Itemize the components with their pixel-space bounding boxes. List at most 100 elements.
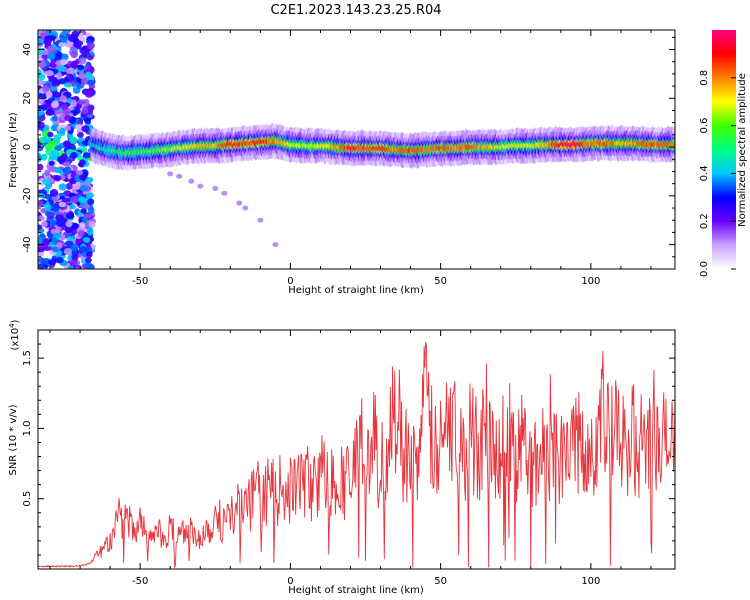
snr-panel: -50 0 50 100 0.5 1.0 1.5 Height of straight l… [8, 319, 676, 596]
snr-marks [38, 342, 675, 568]
noise-blob [85, 251, 93, 258]
snr-series-line [38, 342, 675, 568]
noise-blob [55, 214, 64, 222]
streak-mark [236, 200, 243, 206]
colorbar-tick-label: 0.4 [699, 165, 710, 181]
noise-blob [47, 140, 57, 149]
noise-blob [63, 141, 71, 148]
noise-blob [86, 226, 94, 233]
noise-blob [75, 43, 82, 50]
noise-blob [45, 37, 52, 46]
noise-blob [81, 125, 90, 133]
x-tick-label: 0 [287, 276, 293, 287]
noise-blob [50, 101, 59, 109]
noise-blob [64, 240, 74, 247]
noise-blob [80, 147, 88, 153]
x-tick-label: 100 [581, 276, 600, 287]
streak-mark [167, 171, 174, 177]
noise-blob [65, 212, 75, 220]
noise-blob [42, 85, 50, 93]
colorbar: 0.0 0.2 0.4 0.6 0.8 Normalized spectral ampl… [699, 30, 748, 277]
noise-blob [84, 71, 92, 78]
noise-blob [82, 203, 91, 210]
streak-mark [176, 173, 183, 179]
y-tick-label: 40 [22, 43, 33, 56]
noise-blob [45, 109, 55, 116]
y-tick-label: -40 [22, 236, 33, 252]
noise-blob [51, 237, 58, 246]
noise-blob [62, 30, 71, 35]
spectrogram-frame [37, 29, 676, 270]
noise-blob [38, 224, 43, 230]
noise-blob [72, 183, 81, 190]
x-tick-label: 50 [434, 276, 447, 287]
noise-blob [88, 220, 96, 228]
noise-blob [38, 60, 46, 69]
noise-blob [79, 184, 89, 192]
snr-y-multiplier: (x104) [8, 319, 21, 350]
noise-blob [38, 200, 44, 207]
noise-blob [59, 36, 68, 43]
noise-blob [45, 90, 53, 99]
noise-blob [38, 215, 45, 221]
spectrogram-y-axis-title: Frequency (Hz) [8, 112, 19, 188]
noise-blob [62, 161, 72, 167]
x-tick-label: 0 [287, 576, 293, 587]
noise-blob [86, 55, 94, 61]
noise-blob [60, 59, 68, 66]
spectrogram-y-ticks: -40 -20 0 20 40 [22, 36, 675, 270]
snr-y-axis-title: SNR (10 * v/v) [8, 404, 19, 475]
noise-blob [40, 220, 48, 228]
noise-blob [43, 245, 52, 252]
noise-blob [81, 49, 90, 56]
noise-blob [79, 159, 86, 166]
noise-blob [45, 98, 53, 107]
noise-blob [53, 134, 62, 140]
noise-blob [54, 167, 62, 174]
noise-blob [67, 34, 77, 42]
noise-blob [44, 203, 52, 211]
streak-mark [188, 178, 195, 184]
spectrogram-marks [38, 30, 675, 269]
y-tick-label: 20 [22, 92, 33, 105]
colorbar-label: Normalized spectral amplitude [737, 73, 748, 227]
noise-blob [63, 166, 72, 175]
spectrogram-x-axis-title: Height of straight line (km) [288, 285, 424, 296]
colorbar-scale [712, 30, 736, 269]
noise-blob [65, 220, 73, 228]
spectrogram-x-ticks: -50 0 50 100 [49, 30, 652, 287]
noise-blob [48, 160, 55, 166]
colorbar-tick-label: 0.6 [699, 118, 710, 134]
noise-blob [38, 141, 42, 148]
noise-blob [64, 125, 72, 131]
noise-blob [79, 221, 86, 230]
noise-blob [64, 82, 73, 88]
colorbar-ticks: 0.0 0.2 0.4 0.6 0.8 [699, 70, 736, 277]
noise-blob [64, 226, 73, 233]
noise-blob [48, 259, 57, 266]
noise-blob [82, 153, 92, 159]
snr-x-ticks: -50 0 50 100 [49, 330, 652, 587]
noise-blob [47, 131, 54, 138]
chart-title: C2E1.2023.143.23.25.R04 [270, 3, 441, 18]
noise-blob [75, 169, 84, 176]
noise-blob [51, 81, 61, 87]
noise-blob [42, 178, 51, 185]
noise-blob [51, 203, 60, 212]
noise-blob [78, 72, 87, 80]
noise-blob [65, 73, 75, 82]
noise-blob [38, 73, 46, 81]
spectrogram-panel: -50 0 50 100 -40 -20 0 20 40 Height of straight… [8, 29, 676, 296]
streak-mark [242, 205, 249, 211]
noise-blob [57, 155, 66, 164]
colorbar-tick-label: 0.0 [699, 261, 710, 277]
noise-blob [86, 88, 95, 95]
noise-blob [46, 45, 56, 54]
noise-blob [60, 95, 67, 101]
noise-blob [79, 246, 86, 253]
x-tick-label: 50 [434, 576, 447, 587]
noise-blob [80, 208, 87, 214]
noise-blob [64, 115, 72, 121]
noise-blob [54, 257, 64, 264]
